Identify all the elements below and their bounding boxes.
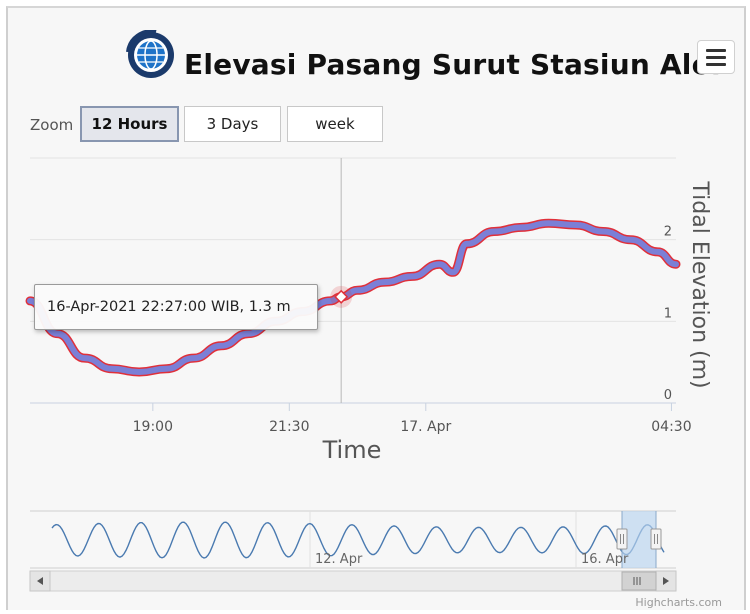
- zoom-3-days-button[interactable]: 3 Days: [184, 106, 281, 142]
- zoom-week-button[interactable]: week: [287, 106, 383, 142]
- chart-title: Elevasi Pasang Surut Stasiun Alor: [184, 48, 726, 81]
- scroll-thumb[interactable]: [621, 571, 657, 591]
- y-axis-title: Tidal Elevation (m): [687, 180, 712, 388]
- x-tick-label: 17. Apr: [400, 419, 451, 435]
- navigator-left-handle[interactable]: [616, 528, 628, 550]
- x-tick-label: 21:30: [269, 419, 309, 435]
- navigator-date-label: 16. Apr: [581, 552, 629, 567]
- x-tick-label: 04:30: [651, 419, 691, 435]
- zoom-12-hours-button[interactable]: 12 Hours: [80, 106, 179, 142]
- grip-lines-icon: [633, 577, 641, 585]
- menu-bar: [706, 55, 726, 59]
- tooltip-text: 16-Apr-2021 22:27:00 WIB, 1.3 m: [47, 299, 291, 315]
- navigator-series-line: [51, 521, 665, 559]
- globe-logo-icon: [126, 30, 174, 78]
- hamburger-menu-icon[interactable]: [697, 40, 735, 74]
- y-tick-label: 2: [664, 225, 672, 240]
- series-line[interactable]: [27, 220, 679, 375]
- navigator-selected-range[interactable]: [622, 511, 656, 568]
- y-tick-label: 0: [664, 388, 672, 403]
- navigator[interactable]: 12. Apr 16. Apr: [30, 510, 676, 569]
- hover-point-marker: [334, 289, 349, 304]
- credits-link[interactable]: Highcharts.com: [635, 596, 722, 609]
- x-tick-label: 19:00: [133, 419, 173, 435]
- x-axis-title: Time: [322, 436, 382, 464]
- navigator-date-label: 12. Apr: [315, 552, 363, 567]
- navigator-right-handle[interactable]: [650, 528, 662, 550]
- scrollbar[interactable]: [29, 570, 677, 592]
- y-tick-label: 1: [664, 306, 672, 321]
- menu-bar: [706, 48, 726, 52]
- arrow-left-icon: [37, 577, 43, 585]
- zoom-label: Zoom: [30, 116, 74, 134]
- data-tooltip: 16-Apr-2021 22:27:00 WIB, 1.3 m: [34, 284, 318, 330]
- menu-bar: [706, 62, 726, 66]
- arrow-right-icon: [663, 577, 669, 585]
